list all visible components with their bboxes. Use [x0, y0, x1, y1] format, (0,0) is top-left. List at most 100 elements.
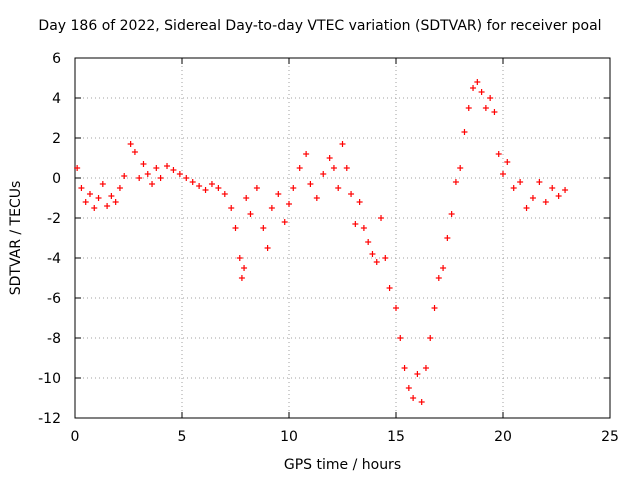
- data-point: [457, 165, 464, 171]
- data-point: [313, 195, 320, 201]
- y-tick-label: 4: [52, 91, 61, 107]
- data-point: [504, 159, 511, 165]
- data-point: [189, 179, 196, 185]
- data-point: [427, 335, 434, 341]
- x-tick-label: 10: [280, 429, 298, 445]
- data-point: [236, 255, 243, 261]
- data-point: [348, 191, 355, 197]
- y-tick-label: 2: [52, 131, 61, 147]
- data-point: [482, 105, 489, 111]
- data-point: [286, 201, 292, 207]
- data-point: [478, 89, 485, 95]
- data-point: [82, 199, 89, 205]
- data-point: [500, 171, 506, 177]
- data-point: [260, 225, 267, 231]
- data-point: [247, 211, 254, 217]
- data-point: [365, 239, 372, 245]
- data-point: [238, 275, 245, 281]
- data-point: [378, 215, 385, 221]
- data-point: [268, 205, 275, 211]
- data-point: [307, 181, 314, 187]
- y-tick-label: -2: [47, 211, 61, 227]
- x-tick-label: 15: [387, 429, 405, 445]
- data-point: [91, 205, 98, 211]
- data-point: [549, 185, 556, 191]
- data-point: [373, 259, 380, 265]
- data-point: [202, 187, 209, 193]
- plot-frame: [74, 57, 611, 419]
- x-tick-label: 5: [178, 429, 187, 445]
- data-point: [562, 187, 569, 193]
- data-point: [369, 251, 376, 257]
- data-point: [241, 265, 248, 271]
- data-point: [228, 205, 235, 211]
- data-point: [352, 221, 359, 227]
- data-point: [296, 165, 303, 171]
- data-point: [116, 185, 123, 191]
- data-point: [215, 185, 222, 191]
- data-point: [517, 179, 524, 185]
- data-point: [176, 171, 183, 177]
- x-tick-label: 20: [494, 429, 512, 445]
- data-points: [74, 79, 569, 405]
- data-point: [74, 165, 81, 171]
- data-point: [474, 79, 481, 85]
- data-point: [108, 193, 115, 199]
- data-point: [264, 245, 271, 251]
- y-tick-label: -8: [47, 331, 61, 347]
- data-point: [232, 225, 239, 231]
- data-point: [112, 199, 119, 205]
- data-point: [144, 171, 151, 177]
- y-tick-label: -10: [38, 371, 61, 387]
- data-point: [523, 205, 530, 211]
- grid-lines: [75, 58, 610, 418]
- data-point: [431, 305, 438, 311]
- data-point: [414, 371, 421, 377]
- data-point: [78, 185, 85, 191]
- data-point: [196, 183, 203, 189]
- y-tick-label: -4: [47, 251, 61, 267]
- data-point: [495, 151, 502, 157]
- data-point: [95, 195, 102, 201]
- y-tick-label: 0: [52, 171, 61, 187]
- y-axis-ticks: -12 -10 -8 -6 -4 -2 0 2 4 6: [38, 51, 610, 427]
- data-point: [136, 175, 143, 181]
- data-point: [435, 275, 442, 281]
- data-point: [440, 265, 447, 271]
- data-point: [410, 395, 417, 401]
- data-point: [470, 85, 477, 91]
- data-point: [121, 173, 128, 179]
- data-point: [253, 185, 260, 191]
- data-point: [401, 365, 408, 371]
- data-point: [448, 211, 455, 217]
- data-point: [326, 155, 333, 161]
- data-point: [86, 191, 93, 197]
- data-point: [170, 167, 177, 173]
- data-point: [221, 191, 228, 197]
- chart-title: Day 186 of 2022, Sidereal Day-to-day VTE…: [38, 18, 602, 34]
- data-point: [418, 399, 425, 405]
- data-point: [465, 105, 472, 111]
- x-tick-label: 25: [601, 429, 619, 445]
- y-tick-label: -12: [38, 411, 61, 427]
- data-point: [149, 181, 156, 187]
- data-point: [290, 185, 297, 191]
- data-point: [104, 203, 111, 209]
- data-point: [356, 199, 363, 205]
- data-point: [393, 305, 399, 311]
- data-point: [140, 161, 147, 167]
- data-point: [542, 199, 549, 205]
- y-tick-label: -6: [47, 291, 61, 307]
- data-point: [320, 171, 327, 177]
- data-point: [510, 185, 517, 191]
- data-point: [343, 165, 350, 171]
- data-point: [127, 141, 134, 147]
- data-point: [422, 365, 429, 371]
- y-tick-label: 6: [52, 51, 61, 67]
- data-point: [275, 191, 282, 197]
- data-point: [303, 151, 310, 157]
- data-point: [157, 175, 164, 181]
- data-point: [405, 385, 412, 391]
- data-point: [208, 181, 215, 187]
